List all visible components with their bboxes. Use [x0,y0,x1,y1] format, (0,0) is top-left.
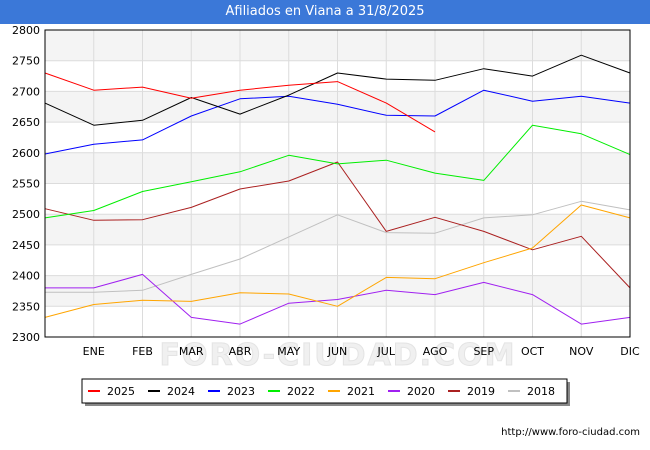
y-tick-label: 2650 [12,116,40,129]
legend-label-2022: 2022 [287,385,315,398]
series-line-2023 [44,89,631,155]
series-line-2022 [44,124,631,219]
plot-frame [44,29,631,338]
legend-label-2021: 2021 [347,385,375,398]
y-tick-label: 2400 [12,270,40,283]
x-tick-label: ENE [83,345,105,358]
legend-label-2019: 2019 [467,385,495,398]
x-tick-label: JUN [327,345,348,358]
y-tick-label: 2600 [12,147,40,160]
legend-label-2020: 2020 [407,385,435,398]
series-line-2024 [44,54,631,126]
x-tick-label: NOV [569,345,594,358]
source-url: http://www.foro-ciudad.com [501,427,640,438]
x-tick-label: JUL [377,345,396,358]
y-tick-label: 2500 [12,208,40,221]
legend-label-2024: 2024 [167,385,195,398]
x-tick-label: ABR [229,345,252,358]
x-tick-label: SEP [473,345,494,358]
y-tick-label: 2550 [12,178,40,191]
series-line-2018 [45,200,631,293]
series-line-2021 [44,204,631,318]
y-tick-label: 2350 [12,300,40,313]
y-tick-label: 2750 [12,55,40,68]
series-line-2025 [44,72,436,133]
x-tick-label: OCT [521,345,544,358]
x-axis-ticks: ENE FEB MAR ABR MAY JUN JUL AGO SEP OCT NOV DIC [83,345,640,358]
x-tick-label: MAR [179,345,204,358]
y-tick-label: 2300 [12,331,40,344]
chart-title: Afiliados en Viana a 31/8/2025 [0,0,650,24]
legend: 2025 2024 2023 2022 2021 2020 2019 2018 [81,378,570,406]
x-tick-label: FEB [132,345,153,358]
y-tick-label: 2450 [12,239,40,252]
background-watermark: FORO-CIUDAD.COM [160,338,517,373]
series-line-2020 [45,273,631,325]
legend-label-2023: 2023 [227,385,255,398]
y-tick-label: 2800 [12,24,40,37]
x-tick-label: AGO [423,345,448,358]
legend-label-2025: 2025 [107,385,135,398]
x-tick-label: DIC [620,345,640,358]
series-lines [44,54,631,325]
y-axis-ticks: 2300 2350 2400 2450 2500 2550 2600 2650 2700 2750… [12,24,40,344]
legend-box [81,378,568,404]
legend-label-2018: 2018 [527,385,555,398]
x-tick-label: MAY [277,345,300,358]
y-tick-label: 2700 [12,85,40,98]
series-line-2019 [44,161,631,289]
